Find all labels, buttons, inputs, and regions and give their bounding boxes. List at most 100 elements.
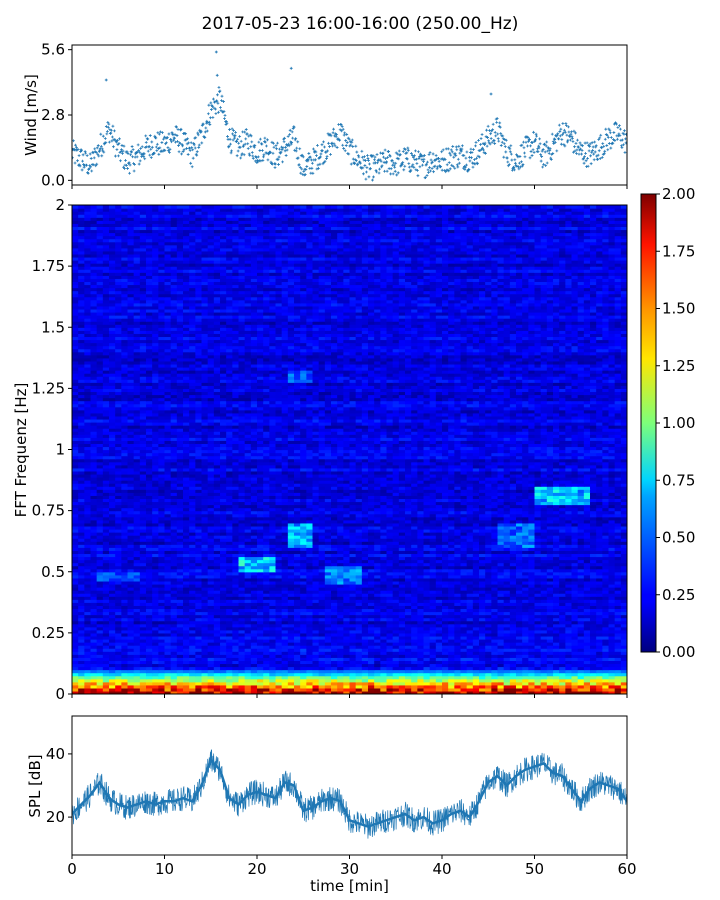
heatmap-cell (72, 614, 79, 619)
heatmap-cell (380, 648, 388, 652)
heatmap-cell (318, 651, 326, 655)
heatmap-cell (571, 669, 579, 674)
heatmap-cell (522, 645, 529, 649)
wind-point (375, 153, 379, 156)
wind-point (168, 147, 172, 151)
heatmap-cell (152, 635, 159, 640)
heatmap-cell (417, 666, 425, 671)
heatmap-cell (115, 614, 122, 619)
heatmap-cell (201, 684, 209, 689)
wind-point (132, 169, 136, 173)
heatmap-cell (386, 614, 394, 619)
heatmap-cell (121, 648, 129, 652)
wind-point (273, 166, 277, 170)
heatmap-cell (472, 678, 480, 683)
heatmap-cell (133, 648, 141, 652)
wind-point (348, 140, 352, 144)
wind-point (473, 162, 477, 166)
heatmap-cell (244, 663, 252, 668)
heatmap-cell (429, 657, 437, 661)
heatmap-cell (454, 620, 462, 625)
heatmap-cell (590, 669, 597, 674)
wind-point (383, 148, 387, 152)
heatmap-cell (534, 648, 542, 652)
heatmap-cell (121, 672, 129, 677)
heatmap-cell (553, 654, 560, 658)
heatmap-cell (472, 645, 480, 649)
heatmap-cell (189, 638, 196, 643)
wind-point (543, 142, 547, 146)
wind-point (504, 150, 508, 154)
heatmap-cell (386, 684, 394, 689)
wind-point (255, 158, 259, 162)
wind-point (287, 142, 291, 146)
heatmap-cell (392, 657, 400, 661)
heatmap-cell (405, 626, 412, 631)
heatmap-cell (139, 645, 147, 649)
heatmap-cell (423, 645, 431, 649)
heatmap-cell (503, 684, 511, 689)
wind-point (288, 128, 292, 132)
heatmap-cell (213, 620, 221, 625)
heatmap-cell (374, 654, 381, 658)
wind-point (80, 168, 84, 172)
heatmap-cell (294, 642, 301, 646)
heatmap-cell (78, 608, 85, 613)
heatmap-cell (121, 666, 129, 671)
heatmap-cell (411, 623, 418, 628)
heatmap-cell (472, 687, 480, 692)
heatmap-cell (115, 623, 122, 628)
heatmap-cell (312, 672, 320, 677)
heatmap-cell (479, 635, 486, 640)
heatmap-cell (257, 651, 264, 655)
heatmap-cell (294, 654, 301, 658)
heatmap-cell (454, 660, 462, 665)
heatmap-cell (72, 657, 79, 661)
wind-point (187, 141, 191, 145)
wind-point (516, 155, 520, 159)
heatmap-cell (614, 626, 622, 631)
heatmap-cell (590, 660, 597, 665)
wind-point (298, 147, 302, 151)
heatmap-cell (429, 614, 437, 619)
heatmap-cell (170, 645, 178, 649)
heatmap-cell (380, 666, 388, 671)
heatmap-cell (213, 611, 221, 616)
heatmap-cell (485, 623, 492, 628)
heatmap-cell (90, 626, 98, 631)
heatmap-cell (368, 666, 375, 671)
heatmap-cell (423, 687, 431, 692)
wind-point (499, 144, 503, 147)
heatmap-cell (355, 651, 363, 655)
heatmap-cell (540, 611, 548, 616)
wind-point (423, 154, 426, 157)
wind-point (176, 127, 180, 131)
wind-point (277, 163, 280, 166)
wind-point (350, 138, 354, 142)
wind-point (363, 164, 367, 167)
heatmap-cell (281, 635, 289, 640)
heatmap-cell (72, 666, 79, 671)
heatmap-cell (263, 632, 270, 637)
heatmap-cell (608, 635, 616, 640)
heatmap-cell (109, 651, 116, 655)
heatmap-cell (596, 623, 603, 628)
heatmap-cell (189, 663, 196, 668)
heatmap-cell (158, 648, 166, 652)
wind-point (275, 147, 278, 151)
heatmap-cell (201, 678, 209, 683)
heatmap-cell (374, 629, 381, 634)
heatmap-cell (102, 660, 110, 665)
wind-point (299, 171, 303, 175)
heatmap-cell (269, 666, 277, 671)
heatmap-cell (201, 611, 209, 616)
heatmap-cell (226, 629, 233, 634)
heatmap-cell (238, 657, 246, 661)
heatmap-cell (559, 651, 566, 655)
wind-point (536, 147, 540, 151)
wind-point (496, 132, 500, 136)
wind-point (72, 139, 75, 143)
wind-point (460, 144, 464, 148)
heatmap-cell (195, 638, 203, 643)
heatmap-cell (392, 675, 400, 680)
